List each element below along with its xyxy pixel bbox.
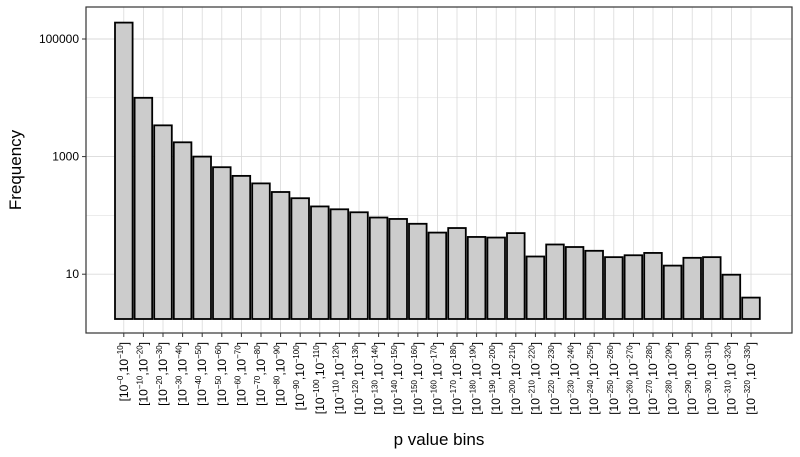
x-tick-label: [10−110,10−120] [331, 342, 346, 414]
bar [604, 256, 624, 320]
x-tick-label: [10−30,10−40] [175, 342, 190, 406]
bar [290, 197, 310, 320]
x-tick-label: [10−0,10−10] [116, 342, 131, 401]
x-tick-label: [10−50,10−60] [214, 342, 229, 406]
x-axis: [10−0,10−10] [10−10,10−20] [10−20,10−30] [1… [116, 333, 758, 415]
bar [702, 256, 722, 320]
x-tick-label: [10−10,10−20] [135, 342, 150, 406]
bar [329, 208, 350, 320]
x-tick-label: [10−140,10−150] [390, 342, 405, 415]
bar [270, 191, 291, 320]
x-tick-label: [10−200,10−210] [508, 342, 523, 415]
x-tick-label: [10−320,10−330] [743, 342, 758, 415]
bar [212, 166, 232, 320]
bar [623, 254, 644, 320]
y-axis: 10 1000 100000 [39, 32, 86, 281]
y-axis-title: Frequency [6, 129, 25, 210]
bar [310, 205, 330, 320]
bar [721, 273, 742, 320]
bar [231, 174, 252, 320]
bar [427, 231, 448, 320]
bar [114, 21, 134, 320]
bar [133, 96, 154, 320]
bar [368, 216, 389, 320]
x-tick-label: [10−160,10−170] [429, 342, 444, 415]
x-tick-label: [10−310,10−320] [723, 342, 738, 415]
x-tick-label: [10−250,10−260] [606, 342, 621, 415]
plot-panel-border [85, 6, 793, 334]
bar [172, 141, 193, 320]
x-tick-label: [10−150,10−160] [410, 342, 425, 415]
x-tick-label: [10−20,10−30] [155, 342, 170, 406]
y-tick-label: 10 [66, 267, 80, 281]
x-tick-label: [10−290,10−300] [684, 342, 699, 415]
bar [486, 236, 506, 320]
bar [251, 182, 271, 320]
bar [741, 296, 761, 320]
x-tick-label: [10−120,10−130] [351, 342, 366, 415]
x-tick-label: [10−130,10−140] [371, 342, 386, 415]
bar [525, 255, 546, 320]
bar [506, 232, 526, 320]
x-axis-title: p value bins [394, 430, 485, 449]
x-tick-label: [10−80,10−90] [273, 342, 288, 406]
bar [153, 124, 173, 320]
y-tick-label: 1000 [52, 150, 79, 164]
x-tick-label: [10−210,10−220] [527, 342, 542, 415]
bar [564, 246, 585, 320]
x-tick-label: [10−280,10−290] [665, 342, 680, 415]
bar [662, 264, 683, 320]
bar [584, 249, 604, 320]
x-tick-label: [10−300,10−310] [704, 342, 719, 415]
x-tick-label: [10−190,10−200] [488, 342, 503, 415]
x-tick-label: [10−60,10−70] [233, 342, 248, 406]
x-tick-label: [10−220,10−230] [547, 342, 562, 415]
bar [349, 211, 369, 320]
bar [643, 252, 663, 320]
bar [192, 155, 212, 320]
bar [466, 236, 487, 320]
bars [114, 21, 761, 320]
x-tick-label: [10−90,10−100] [292, 342, 307, 410]
x-tick-label: [10−180,10−190] [469, 342, 484, 415]
bar [447, 227, 467, 320]
x-tick-label: [10−260,10−270] [625, 342, 640, 415]
x-tick-label: [10−170,10−180] [449, 342, 464, 415]
x-tick-label: [10−40,10−50] [194, 342, 209, 406]
x-tick-label: [10−230,10−240] [567, 342, 582, 415]
bar [388, 218, 408, 320]
x-tick-label: [10−240,10−250] [586, 342, 601, 415]
x-tick-label: [10−100,10−110] [312, 342, 327, 414]
x-tick-label: [10−270,10−280] [645, 342, 660, 415]
x-tick-label: [10−70,10−80] [253, 342, 268, 406]
bar [545, 243, 565, 320]
bar [682, 256, 702, 320]
bar [408, 222, 428, 320]
y-tick-label: 100000 [39, 32, 79, 46]
